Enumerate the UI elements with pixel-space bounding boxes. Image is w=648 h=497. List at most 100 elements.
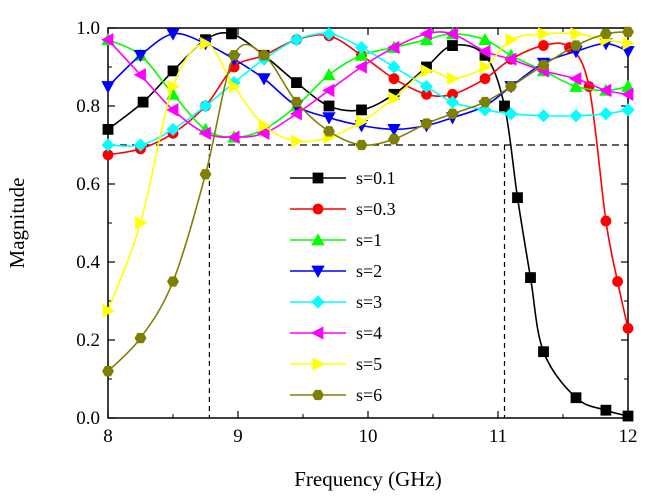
legend-label: s=5 bbox=[356, 354, 382, 374]
data-point bbox=[538, 40, 549, 51]
legend-label: s=4 bbox=[356, 323, 382, 343]
data-point bbox=[388, 73, 400, 85]
data-point bbox=[419, 27, 432, 41]
data-point bbox=[536, 109, 551, 123]
data-point bbox=[622, 26, 634, 38]
data-point bbox=[289, 33, 304, 47]
data-point bbox=[356, 104, 367, 116]
data-point bbox=[167, 276, 179, 287]
data-point bbox=[101, 81, 115, 94]
data-point bbox=[322, 112, 336, 125]
data-point bbox=[512, 192, 523, 204]
y-axis-label: Magnitude bbox=[5, 178, 29, 269]
y-tick-labels: 0.0 0.2 0.4 0.6 0.8 1.0 bbox=[76, 18, 100, 429]
data-point bbox=[290, 96, 303, 108]
data-point bbox=[445, 95, 460, 109]
data-point bbox=[258, 50, 270, 61]
legend-entry: s=4 bbox=[290, 323, 382, 343]
data-point bbox=[388, 133, 400, 145]
series-4 bbox=[101, 28, 635, 137]
data-point bbox=[291, 134, 304, 148]
data-point bbox=[387, 124, 401, 137]
data-point bbox=[166, 103, 179, 117]
data-point bbox=[388, 91, 401, 105]
legend-marker bbox=[312, 389, 324, 401]
legend-entry: s=1 bbox=[290, 230, 382, 250]
legend-entry: s=2 bbox=[290, 261, 382, 281]
data-point bbox=[199, 169, 212, 180]
data-point bbox=[569, 79, 583, 92]
data-point bbox=[569, 72, 582, 86]
data-point bbox=[537, 59, 550, 71]
data-point bbox=[599, 28, 612, 40]
data-point bbox=[447, 40, 458, 51]
x-tick-label: 9 bbox=[233, 426, 243, 447]
data-point bbox=[570, 40, 582, 51]
y-tick-label: 0.0 bbox=[76, 408, 100, 429]
data-point bbox=[525, 272, 536, 284]
data-point bbox=[323, 100, 335, 112]
legend-entry: s=3 bbox=[290, 292, 382, 312]
data-point bbox=[354, 40, 369, 55]
x-axis-label: Frequency (GHz) bbox=[294, 467, 442, 491]
y-tick-label: 0.2 bbox=[76, 330, 100, 351]
legend-marker bbox=[311, 326, 324, 340]
data-point bbox=[387, 40, 400, 55]
legend-marker bbox=[311, 233, 325, 246]
data-point bbox=[135, 216, 148, 230]
data-point bbox=[621, 87, 634, 101]
data-point bbox=[355, 139, 368, 151]
data-point bbox=[198, 99, 213, 113]
data-point bbox=[258, 118, 271, 133]
data-point bbox=[167, 79, 180, 94]
data-point bbox=[479, 96, 491, 108]
data-point bbox=[622, 410, 634, 422]
series-8 bbox=[102, 26, 634, 377]
data-point bbox=[291, 77, 302, 88]
data-point bbox=[499, 100, 510, 112]
reference-lines bbox=[108, 144, 628, 418]
series-line bbox=[107, 32, 629, 147]
data-point bbox=[478, 44, 491, 59]
x-tick-label: 10 bbox=[359, 426, 378, 447]
data-point bbox=[200, 36, 213, 51]
legend-marker bbox=[312, 203, 324, 215]
data-point bbox=[167, 65, 179, 77]
data-point bbox=[599, 83, 612, 98]
x-tick-label: 12 bbox=[619, 426, 638, 447]
legend-label: s=2 bbox=[356, 261, 382, 281]
data-point bbox=[569, 109, 583, 123]
data-point bbox=[198, 126, 211, 140]
data-point bbox=[356, 114, 369, 129]
data-point bbox=[538, 27, 551, 41]
series-layer bbox=[101, 26, 635, 422]
data-point bbox=[622, 322, 634, 334]
data-point bbox=[570, 392, 582, 404]
legend-label: s=6 bbox=[356, 385, 382, 405]
data-point bbox=[612, 276, 623, 287]
y-tick-label: 0.8 bbox=[76, 96, 100, 117]
legend-marker bbox=[311, 295, 325, 309]
data-point bbox=[133, 138, 148, 152]
data-point bbox=[600, 404, 612, 416]
legend-label: s=1 bbox=[356, 230, 382, 250]
data-point bbox=[621, 103, 635, 117]
data-point bbox=[505, 81, 517, 92]
data-point bbox=[479, 73, 491, 85]
data-point bbox=[133, 68, 146, 82]
data-point bbox=[387, 60, 401, 74]
data-point bbox=[447, 72, 460, 86]
series-line bbox=[107, 32, 629, 131]
series-5 bbox=[101, 27, 635, 152]
legend-entry: s=0.3 bbox=[290, 199, 396, 219]
y-tick-label: 0.4 bbox=[76, 252, 100, 273]
data-point bbox=[354, 60, 367, 74]
y-tick-label: 1.0 bbox=[76, 18, 100, 39]
legend-label: s=3 bbox=[356, 292, 382, 312]
data-point bbox=[257, 73, 271, 86]
legend-marker bbox=[312, 172, 324, 184]
x-tick-label: 8 bbox=[103, 426, 113, 447]
data-point bbox=[133, 49, 148, 63]
y-tick-label: 0.6 bbox=[76, 174, 100, 195]
data-point bbox=[102, 124, 114, 135]
